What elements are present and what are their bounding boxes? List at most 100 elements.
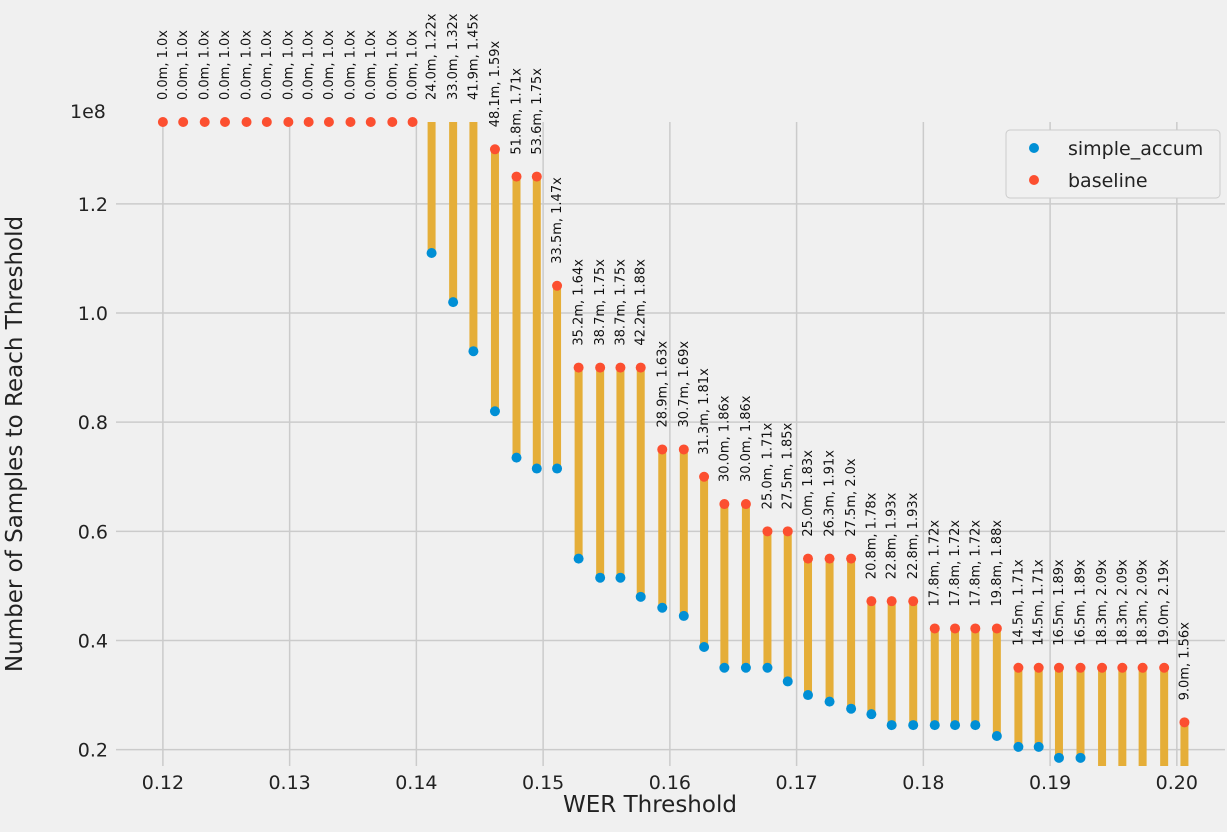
baseline-point	[908, 596, 919, 607]
annotation-label: 16.5m, 1.89x	[1052, 559, 1067, 646]
annotation-label: 35.2m, 1.64x	[572, 259, 587, 346]
legend-label-baseline: baseline	[1068, 170, 1148, 192]
legend: simple_accum baseline	[1005, 129, 1221, 199]
annotation-label: 0.0m, 1.0x	[385, 30, 400, 100]
baseline-point	[824, 553, 835, 564]
baseline-point	[407, 117, 418, 127]
simple-accum-point	[740, 662, 751, 673]
annotation-label: 41.9m, 1.45x	[466, 13, 481, 100]
y-tick-label: 0.8	[78, 412, 108, 434]
baseline-point	[719, 499, 730, 510]
x-tick-label: 0.15	[522, 772, 564, 794]
y-tick-label: 1.0	[78, 303, 108, 325]
simple-accum-point	[991, 730, 1002, 741]
annotation-label: 14.5m, 1.71x	[1011, 559, 1026, 646]
simple-accum-point	[970, 720, 981, 731]
baseline-point	[283, 117, 294, 127]
annotation-label: 25.0m, 1.71x	[760, 423, 775, 510]
simple-accum-point	[846, 703, 857, 714]
annotation-label: 38.7m, 1.75x	[593, 259, 608, 346]
baseline-point	[199, 117, 210, 127]
annotation-label: 17.8m, 1.72x	[948, 520, 963, 607]
simple-accum-point	[552, 463, 563, 474]
annotation-label: 51.8m, 1.71x	[510, 68, 525, 155]
simple-accum-point	[678, 610, 689, 621]
simple-accum-point	[1033, 741, 1044, 752]
simple-accum-point	[824, 696, 835, 707]
baseline-point	[261, 117, 272, 127]
annotation-label: 0.0m, 1.0x	[240, 30, 255, 100]
baseline-point	[1033, 662, 1044, 673]
baseline-point	[615, 362, 626, 373]
baseline-point	[782, 526, 793, 537]
baseline-point	[365, 117, 376, 127]
legend-box	[1005, 129, 1221, 199]
legend-marker-simple-accum	[1029, 143, 1039, 153]
simple-accum-point	[950, 720, 961, 731]
x-tick-label: 0.18	[902, 772, 944, 794]
baseline-point	[846, 553, 857, 564]
annotation-label: 0.0m, 1.0x	[281, 30, 296, 100]
x-tick-label: 0.14	[395, 772, 437, 794]
baseline-point	[635, 362, 646, 373]
simple-accum-point	[531, 463, 542, 474]
x-tick-label: 0.13	[268, 772, 310, 794]
x-tick-label: 0.12	[142, 772, 184, 794]
simple-accum-point	[803, 690, 814, 701]
annotation-label: 38.7m, 1.75x	[613, 259, 628, 346]
baseline-point	[323, 117, 334, 127]
baseline-point	[762, 526, 773, 537]
annotation-label: 30.0m, 1.86x	[739, 395, 754, 482]
baseline-point	[178, 117, 189, 127]
baseline-point	[1179, 717, 1190, 728]
y-axis-label: Number of Samples to Reach Threshold	[2, 216, 28, 672]
annotation-label: 0.0m, 1.0x	[302, 30, 317, 100]
simple-accum-point	[489, 406, 500, 417]
annotation-label: 33.0m, 1.32x	[446, 13, 461, 100]
annotation-label: 0.0m, 1.0x	[260, 30, 275, 100]
x-tick-label: 0.19	[1029, 772, 1071, 794]
simple-accum-point	[657, 602, 668, 613]
annotation-label: 22.8m, 1.93x	[885, 492, 900, 579]
annotation-label: 33.5m, 1.47x	[550, 177, 565, 264]
annotation-label: 0.0m, 1.0x	[198, 30, 213, 100]
baseline-point	[1137, 662, 1148, 673]
baseline-point	[1159, 662, 1170, 673]
annotation-label: 20.8m, 1.78x	[864, 492, 879, 579]
baseline-point	[387, 117, 398, 127]
baseline-point	[1097, 662, 1108, 673]
simple-accum-point	[595, 572, 606, 583]
baseline-point	[866, 596, 877, 607]
annotation-label: 24.0m, 1.22x	[425, 13, 440, 100]
annotation-label: 18.3m, 2.09x	[1095, 559, 1110, 646]
simple-accum-point	[448, 297, 459, 308]
simple-accum-point	[468, 346, 479, 357]
y-tick-label: 0.2	[78, 740, 108, 762]
annotation-label: 0.0m, 1.0x	[364, 30, 379, 100]
annotation-label: 18.3m, 2.09x	[1115, 559, 1130, 646]
simple-accum-point	[886, 720, 897, 731]
annotation-label: 17.8m, 1.72x	[968, 520, 983, 607]
simple-accum-point	[908, 720, 919, 731]
baseline-point	[740, 499, 751, 510]
annotation-label: 30.0m, 1.86x	[717, 395, 732, 482]
simple-accum-point	[699, 642, 710, 653]
simple-accum-point	[762, 662, 773, 673]
annotation-label: 22.8m, 1.93x	[906, 492, 921, 579]
annotation-label: 14.5m, 1.71x	[1032, 559, 1047, 646]
baseline-point	[991, 623, 1002, 634]
y-multiplier-label: 1e8	[70, 101, 106, 123]
simple-accum-point	[511, 452, 522, 463]
simple-accum-point	[1075, 752, 1086, 763]
annotation-label: 27.5m, 1.85x	[781, 423, 796, 510]
baseline-point	[970, 623, 981, 634]
baseline-point	[595, 362, 606, 373]
simple-accum-point	[573, 553, 584, 564]
annotations: 0.0m, 1.0x 0.0m, 1.0x 0.0m, 1.0x 0.0m, 1.0x…	[156, 13, 1193, 700]
baseline-point	[345, 117, 356, 127]
annotation-label: 18.3m, 2.09x	[1136, 559, 1151, 646]
annotation-label: 53.6m, 1.75x	[530, 68, 545, 155]
y-tick-label: 0.6	[78, 521, 108, 543]
baseline-point	[157, 117, 168, 127]
simple-accum-point	[1013, 741, 1024, 752]
